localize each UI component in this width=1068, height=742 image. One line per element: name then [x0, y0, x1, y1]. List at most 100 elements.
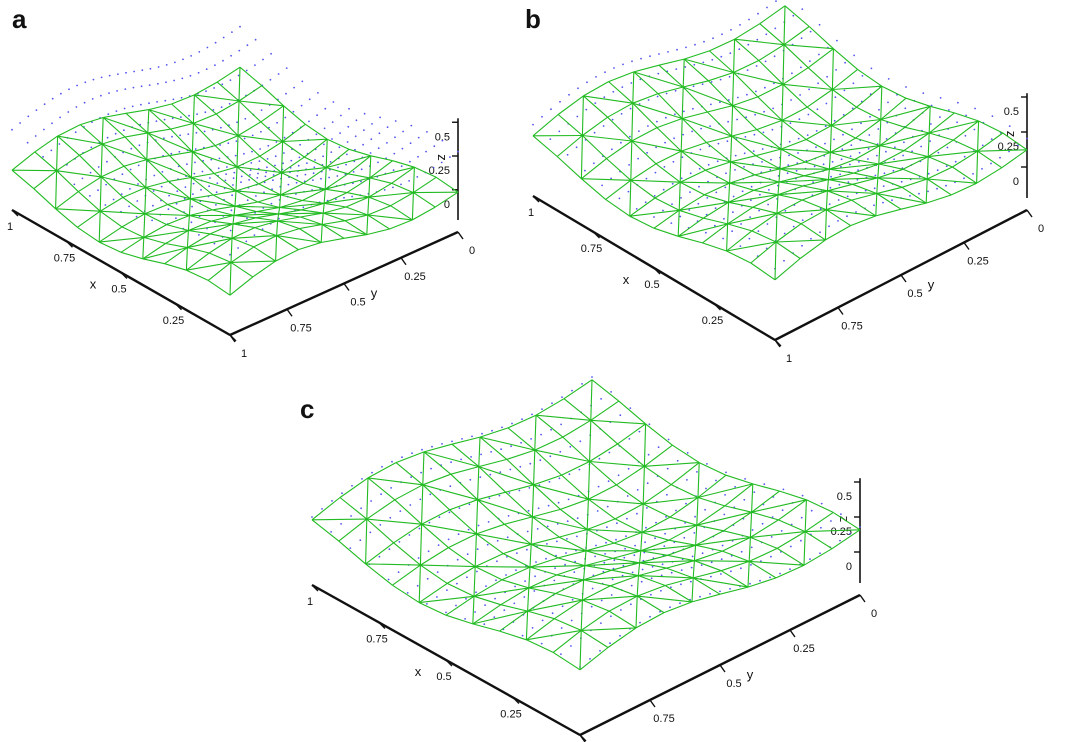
surface-dot — [256, 177, 259, 179]
surface-dot — [168, 194, 171, 197]
surface-dot — [981, 144, 984, 147]
surface-dot — [546, 525, 549, 528]
surface-dot — [120, 193, 123, 196]
mesh-edge — [900, 202, 927, 210]
surface-dot — [246, 199, 249, 202]
surface-dot — [737, 96, 739, 99]
mesh-diagonal — [144, 213, 190, 217]
mesh-edge — [556, 135, 583, 157]
surface-dot — [858, 151, 861, 154]
mesh-edge — [557, 114, 583, 136]
mesh-diagonal — [191, 123, 194, 152]
mesh-edge — [952, 166, 977, 184]
surface-dot — [839, 539, 841, 542]
mesh-diagonal — [325, 177, 370, 190]
surface-dot — [560, 627, 563, 629]
surface-dot — [861, 75, 864, 77]
mesh-edge — [344, 220, 368, 236]
mesh-edge — [903, 150, 929, 158]
mesh-edge — [347, 173, 370, 179]
surface-dot — [496, 560, 498, 563]
mesh-diagonal — [729, 181, 780, 184]
surface-dot — [83, 101, 86, 104]
surface-dot — [608, 451, 611, 454]
surface-dot — [254, 38, 257, 41]
mesh-diagonal — [144, 187, 147, 214]
surface-dot — [639, 621, 641, 624]
surface-dot — [601, 184, 603, 187]
mesh-edge — [781, 106, 808, 121]
surface-dot — [335, 198, 337, 201]
surface-dot — [519, 465, 522, 468]
surface-dot — [816, 108, 819, 111]
mesh-edge — [535, 414, 564, 438]
surface-dot — [667, 51, 669, 53]
surface-dot — [205, 90, 207, 92]
mesh-edge — [708, 71, 734, 82]
mesh-edge — [142, 258, 165, 265]
mesh-diagonal — [682, 117, 732, 137]
surface-dot — [680, 583, 682, 586]
mesh-edge — [366, 518, 394, 544]
surface-dot — [655, 146, 657, 149]
surface-dot — [659, 610, 661, 613]
mesh-edge — [422, 473, 451, 486]
mesh-edge — [587, 518, 616, 531]
mesh-diagonal — [726, 241, 777, 252]
y-tick — [900, 274, 907, 283]
surface-dot — [100, 76, 103, 79]
mesh-diagonal — [99, 236, 144, 243]
surface-dot — [824, 142, 826, 145]
mesh-edge — [557, 550, 587, 559]
surface-dot — [646, 482, 649, 485]
surface-dot — [293, 86, 295, 89]
mesh-diagonal — [682, 59, 685, 88]
mesh-edge — [445, 595, 475, 616]
mesh-edge — [324, 202, 347, 208]
mesh-diagonal — [684, 58, 734, 74]
mesh-edge — [732, 105, 758, 130]
mesh-diagonal — [586, 499, 589, 530]
mesh-edge — [478, 458, 507, 468]
mesh-diagonal — [929, 120, 979, 134]
surface-dot — [175, 202, 178, 205]
surface-dot — [393, 152, 396, 155]
mesh-edge — [166, 214, 190, 226]
surface-dot — [628, 438, 631, 440]
mesh-diagonal — [231, 235, 277, 239]
mesh-diagonal — [927, 178, 977, 184]
mesh-diagonal — [235, 166, 238, 191]
surface-dot — [74, 131, 77, 134]
mesh-edge — [608, 71, 634, 83]
surface-dot — [600, 622, 602, 624]
mesh-edge — [616, 465, 645, 486]
surface-dot — [694, 515, 696, 518]
surface-dot — [620, 609, 622, 611]
mesh-edge — [878, 163, 904, 170]
surface-dot — [537, 507, 540, 510]
mesh-diagonal — [276, 220, 279, 236]
mesh-edge — [585, 550, 613, 559]
surface-dot — [346, 153, 348, 156]
mesh-edge — [124, 136, 148, 160]
mesh-diagonal — [728, 183, 731, 203]
surface-dot — [550, 108, 552, 111]
surface-dot — [431, 445, 433, 448]
surface-dot — [715, 191, 718, 194]
mesh-edge — [926, 178, 952, 196]
surface-dot — [727, 120, 729, 123]
mesh-edge — [827, 190, 852, 201]
mesh-edge — [215, 100, 240, 115]
surface-dot — [754, 113, 756, 116]
surface-dot — [232, 177, 235, 180]
mesh-edge — [588, 484, 617, 500]
mesh-edge — [747, 577, 777, 588]
surface-dot — [788, 140, 791, 143]
surface-dot — [313, 166, 316, 169]
mesh-edge — [301, 209, 324, 214]
mesh-edge — [612, 550, 641, 559]
mesh-diagonal — [750, 531, 806, 538]
surface-dot — [275, 141, 278, 143]
surface-dot — [215, 204, 217, 206]
mesh-edge — [299, 228, 322, 243]
